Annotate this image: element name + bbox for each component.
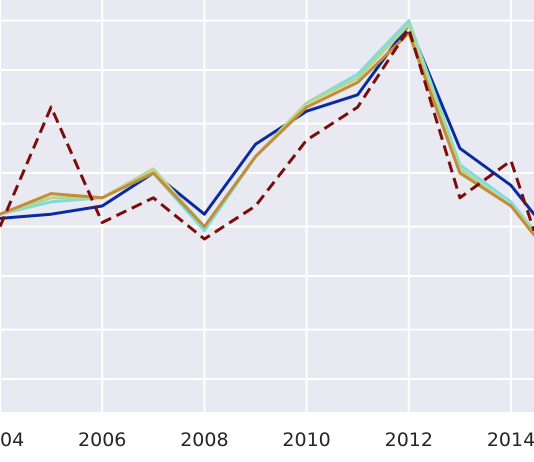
x-tick-label-2014: 2014 <box>487 429 534 451</box>
series-lines <box>0 19 534 241</box>
x-tick-label-2006: 2006 <box>78 429 126 451</box>
x-tick-labels: 2004 2006 2008 2010 2012 2014 <box>0 429 534 451</box>
series-line-4 <box>0 27 534 241</box>
series-line-3 <box>0 31 534 237</box>
x-tick-label-2008: 2008 <box>180 429 228 451</box>
x-tick-label-2004: 2004 <box>0 429 24 451</box>
plot-background <box>0 0 534 412</box>
x-tick-label-2010: 2010 <box>282 429 330 451</box>
x-tick-label-2012: 2012 <box>385 429 433 451</box>
